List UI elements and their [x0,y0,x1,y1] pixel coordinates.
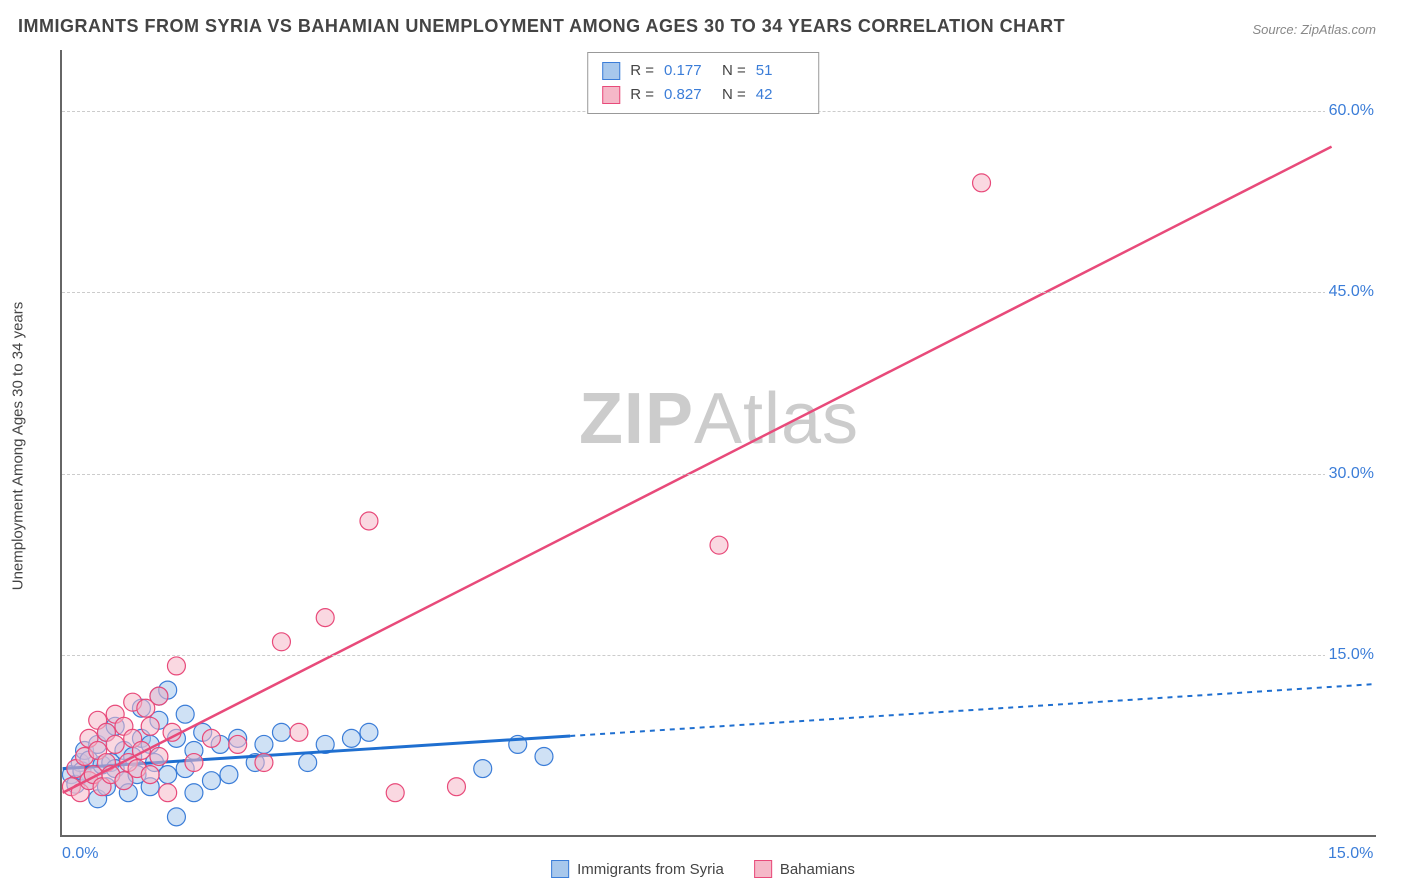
data-point [255,735,273,753]
n-label: N = [722,83,746,107]
swatch-bahamians-bottom [754,860,772,878]
data-point [163,723,181,741]
y-tick-label: 60.0% [1325,102,1378,120]
data-point [150,687,168,705]
y-axis-label: Unemployment Among Ages 30 to 34 years [10,302,27,591]
n-value-bahamians: 42 [756,83,804,107]
data-point [141,717,159,735]
data-point [150,748,168,766]
data-point [535,748,553,766]
data-point [360,512,378,530]
y-tick-label: 15.0% [1325,646,1378,664]
chart-title: IMMIGRANTS FROM SYRIA VS BAHAMIAN UNEMPL… [18,16,1065,37]
data-point [272,633,290,651]
r-value-syria: 0.177 [664,59,712,83]
data-point [474,760,492,778]
legend-label-syria: Immigrants from Syria [577,861,724,878]
data-point [342,729,360,747]
gridline [62,655,1376,656]
data-point [141,766,159,784]
data-point [220,766,238,784]
legend-label-bahamians: Bahamians [780,861,855,878]
swatch-syria [602,62,620,80]
data-point [229,735,247,753]
data-point [202,729,220,747]
r-label: R = [630,59,654,83]
y-tick-label: 30.0% [1325,465,1378,483]
regression-line [63,147,1332,793]
data-point [185,784,203,802]
source-attribution: Source: ZipAtlas.com [1252,22,1376,37]
data-point [202,772,220,790]
data-point [973,174,991,192]
legend-stats-box: R = 0.177 N = 51 R = 0.827 N = 42 [587,52,819,114]
n-label: N = [722,59,746,83]
legend-stats-row-bahamians: R = 0.827 N = 42 [602,83,804,107]
n-value-syria: 51 [756,59,804,83]
gridline [62,474,1376,475]
data-point [386,784,404,802]
r-value-bahamians: 0.827 [664,83,712,107]
data-point [299,754,317,772]
legend-bottom: Immigrants from Syria Bahamians [551,860,855,878]
data-point [167,808,185,826]
data-point [360,723,378,741]
x-tick-label: 0.0% [62,845,98,863]
regression-line-extrapolated [570,684,1375,736]
data-point [106,735,124,753]
data-point [167,657,185,675]
legend-stats-row-syria: R = 0.177 N = 51 [602,59,804,83]
y-tick-label: 45.0% [1325,283,1378,301]
plot-area: ZIPAtlas 15.0%30.0%45.0%60.0%0.0%15.0% [60,50,1376,837]
data-point [272,723,290,741]
data-point [159,766,177,784]
gridline [62,292,1376,293]
data-point [290,723,308,741]
legend-item-bahamians: Bahamians [754,860,855,878]
data-point [185,754,203,772]
data-point [255,754,273,772]
r-label: R = [630,83,654,107]
data-point [447,778,465,796]
legend-item-syria: Immigrants from Syria [551,860,724,878]
data-point [159,784,177,802]
x-tick-label: 15.0% [1328,845,1373,863]
swatch-syria-bottom [551,860,569,878]
data-point [176,705,194,723]
swatch-bahamians [602,86,620,104]
data-point [316,609,334,627]
data-point [710,536,728,554]
chart-svg [62,50,1376,835]
